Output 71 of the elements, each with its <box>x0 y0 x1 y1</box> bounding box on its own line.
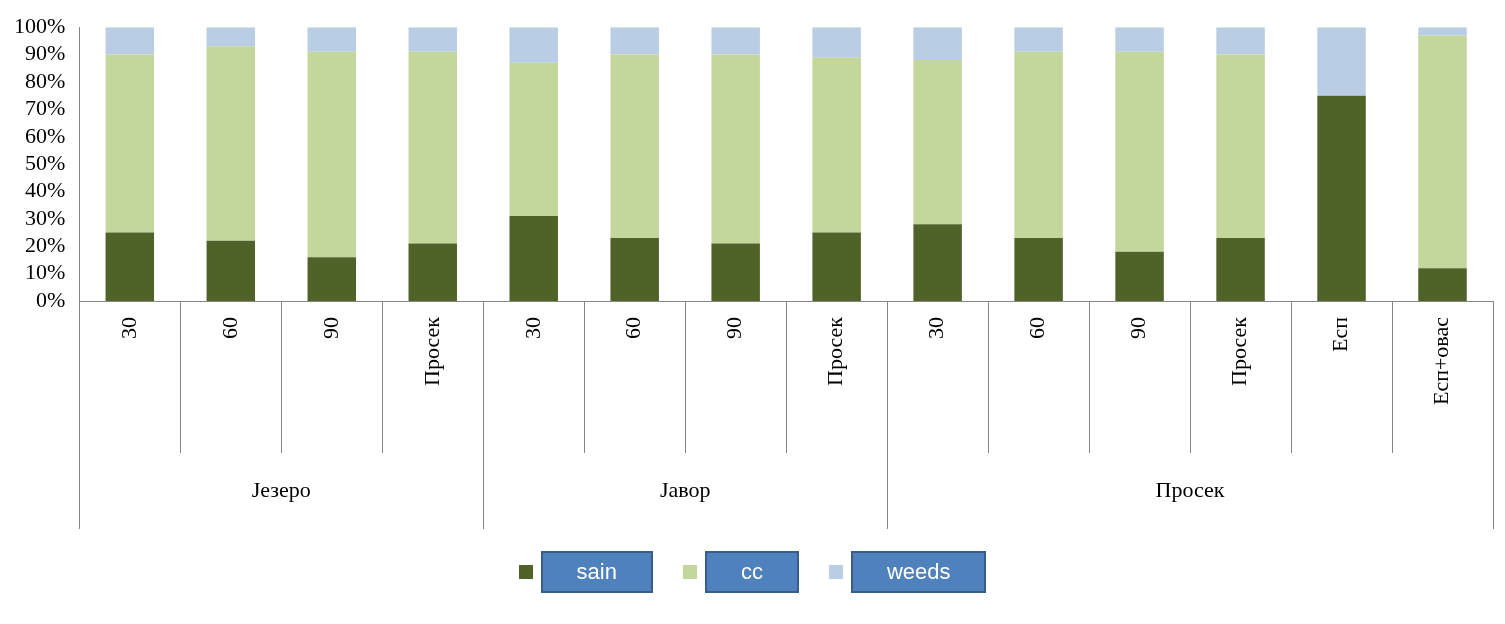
bar <box>812 27 861 58</box>
y-tick-label: 80% <box>25 67 66 93</box>
y-tick-label: 70% <box>25 95 66 121</box>
bar <box>1014 51 1063 239</box>
y-tick-label: 10% <box>25 259 66 285</box>
bar <box>105 54 155 233</box>
x-tick-label: Есп+овас <box>1428 316 1454 406</box>
y-tick-label: 50% <box>25 149 66 175</box>
bar <box>307 51 356 258</box>
x-tick-label: 30 <box>923 317 949 339</box>
bar <box>711 243 760 301</box>
bar <box>610 54 659 239</box>
bar <box>408 51 457 244</box>
bar <box>1216 54 1265 239</box>
bar <box>913 224 962 301</box>
bar <box>1115 51 1164 252</box>
bar <box>206 46 256 241</box>
x-tick-label: Просек <box>1226 316 1252 386</box>
bar <box>1115 251 1164 301</box>
x-tick-label: 30 <box>115 317 141 339</box>
bar <box>610 238 659 301</box>
legend-label: weeds <box>850 551 987 593</box>
bar <box>1115 27 1164 52</box>
y-tick-label: 60% <box>25 122 66 148</box>
bar <box>509 216 558 301</box>
text: Језеро <box>251 476 311 502</box>
bar <box>913 60 962 225</box>
bar <box>307 257 356 301</box>
bar <box>1317 27 1366 96</box>
bar <box>1418 268 1467 301</box>
bar <box>1418 35 1467 269</box>
y-tick-label: 30% <box>25 204 66 230</box>
text: Просек <box>1155 476 1225 502</box>
x-tick-label: 90 <box>317 317 343 339</box>
bar <box>812 57 861 233</box>
bar <box>711 27 760 55</box>
bar <box>105 232 155 301</box>
bar <box>1216 27 1265 55</box>
x-tick-label: 60 <box>216 317 242 339</box>
text: Јавор <box>659 476 711 502</box>
bar <box>1014 238 1063 301</box>
bar <box>105 27 155 55</box>
y-tick-label: 90% <box>25 40 66 66</box>
x-tick-label: 60 <box>620 317 646 339</box>
x-tick-label: 30 <box>519 317 545 339</box>
x-tick-label: Есп <box>1327 316 1353 352</box>
x-tick-label: 90 <box>721 317 747 339</box>
x-tick-label: Просек <box>822 316 848 386</box>
bar <box>711 54 760 244</box>
legend-label: sain <box>540 551 653 593</box>
y-tick-label: 100% <box>14 12 66 38</box>
bar <box>913 27 962 61</box>
x-tick-label: Просек <box>418 316 444 386</box>
y-tick-label: 40% <box>25 177 66 203</box>
bar <box>509 62 558 217</box>
bar <box>610 27 659 55</box>
legend-label: cc <box>704 551 799 593</box>
bar <box>408 27 457 52</box>
y-tick-label: 20% <box>25 232 66 258</box>
bar <box>812 232 861 301</box>
bar <box>509 27 558 63</box>
bar <box>206 27 256 47</box>
bar <box>408 243 457 301</box>
y-tick-label: 0% <box>36 286 66 312</box>
x-tick-label: 90 <box>1125 317 1151 339</box>
bar <box>307 27 356 52</box>
bar <box>1014 27 1063 52</box>
x-tick-label: 60 <box>1024 317 1050 339</box>
bar <box>206 240 256 301</box>
bar <box>1216 238 1265 301</box>
bar <box>1317 95 1366 301</box>
